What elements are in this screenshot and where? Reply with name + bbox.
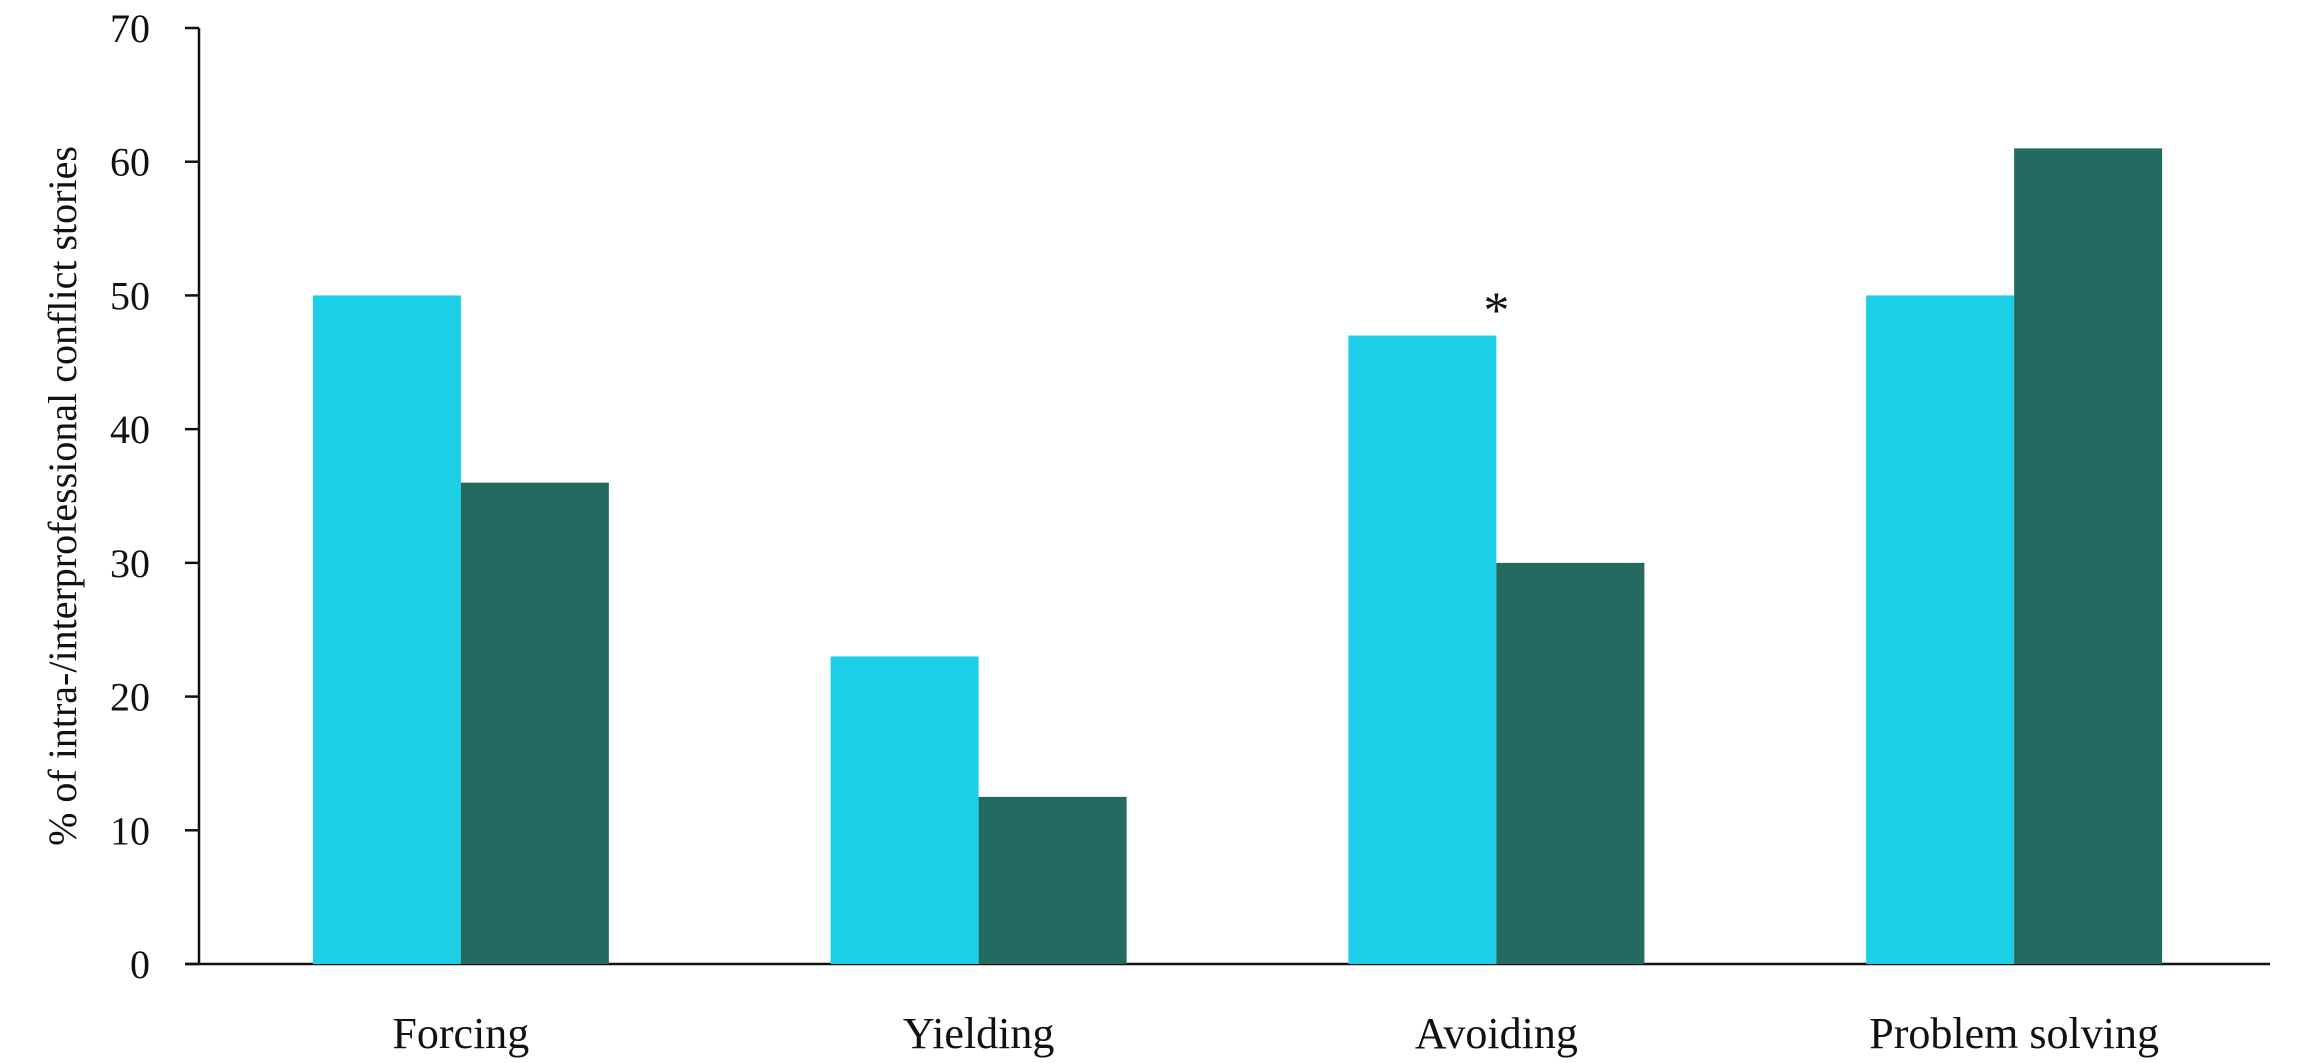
y-tick-label: 70: [110, 6, 150, 51]
bars: [312, 148, 2163, 965]
y-tick-label: 0: [130, 942, 150, 987]
bar-avoiding-series-2: [1496, 562, 1645, 964]
y-tick-label: 10: [110, 808, 150, 853]
bar-avoiding-series-1: [1348, 335, 1497, 964]
bar-problem-solving-series-1: [1866, 295, 2015, 964]
y-tick-label: 40: [110, 407, 150, 452]
significance-marker: *: [1483, 283, 1509, 340]
y-tick-label: 20: [110, 675, 150, 720]
y-tick-label: 50: [110, 273, 150, 318]
bar-problem-solving-series-2: [2014, 148, 2163, 965]
category-label: Avoiding: [1415, 1009, 1578, 1058]
y-tick-label: 60: [110, 140, 150, 185]
category-label: Forcing: [392, 1009, 529, 1058]
category-label: Yielding: [903, 1009, 1055, 1058]
bar-yielding-series-2: [978, 796, 1127, 964]
y-axis-title: % of intra-/interprofessional conflict s…: [40, 146, 85, 846]
category-labels: Forcing Yielding Avoiding Problem solving: [392, 1009, 2159, 1058]
bar-forcing-series-1: [312, 295, 461, 964]
bar-yielding-series-1: [830, 656, 979, 964]
category-label: Problem solving: [1869, 1009, 2159, 1058]
y-tick-label: 30: [110, 541, 150, 586]
bar-forcing-series-2: [460, 482, 609, 964]
y-ticks: 0 10 20 30 40 50 60 70: [110, 6, 199, 987]
annotations: *: [1483, 283, 1509, 340]
